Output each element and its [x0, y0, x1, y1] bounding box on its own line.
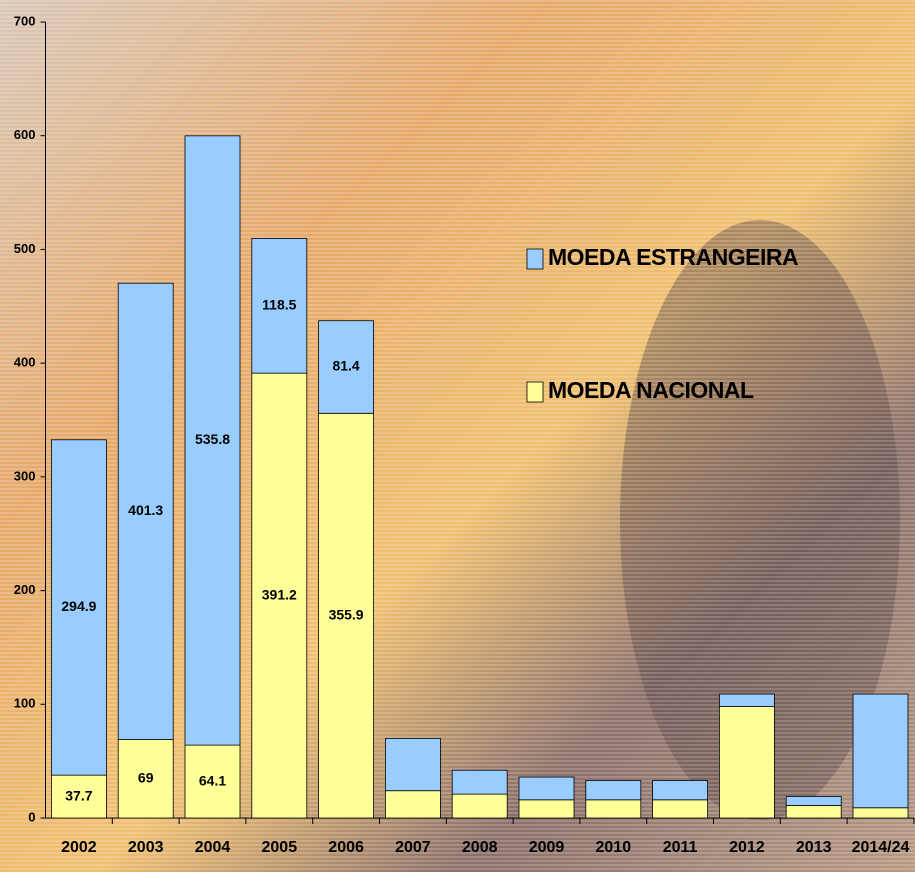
- data-label: 118.5: [262, 296, 296, 312]
- data-label: 64.1: [199, 772, 226, 788]
- bar-segment: [384, 790, 441, 819]
- bar-segment: [652, 799, 708, 819]
- y-tick-label: 700: [14, 13, 36, 28]
- x-tick-label: 2014/24: [852, 839, 910, 856]
- data-label: 401.3: [128, 502, 163, 518]
- legend-label: MOEDA ESTRANGEIRA: [548, 244, 798, 270]
- bar-segment: [719, 706, 775, 819]
- x-tick-label: 2013: [796, 839, 832, 856]
- bar-segment: [318, 320, 375, 414]
- legend-swatch: [526, 381, 544, 403]
- data-label: 69: [138, 769, 154, 785]
- x-tick-label: 2003: [128, 839, 164, 856]
- x-tick-label: 2012: [729, 839, 765, 856]
- bar-segment: [719, 693, 775, 707]
- y-tick-label: 600: [14, 127, 36, 142]
- bar-segment: [117, 739, 174, 819]
- y-tick-label: 200: [14, 582, 36, 597]
- bar-segment: [451, 793, 508, 819]
- bar-segment: [852, 807, 909, 819]
- bar-segment: [384, 738, 441, 792]
- bar-segment: [251, 372, 308, 819]
- x-tick-label: 2004: [195, 839, 231, 856]
- bar-segment: [852, 693, 909, 809]
- bar-segment: [51, 774, 107, 819]
- x-tick-label: 2009: [529, 839, 565, 856]
- bar-segment: [518, 776, 575, 801]
- bar-segment: [652, 780, 708, 801]
- x-tick-label: 2007: [395, 839, 431, 856]
- x-tick-label: 2002: [61, 839, 97, 856]
- data-label: 37.7: [65, 787, 92, 803]
- y-tick-label: 0: [28, 809, 35, 824]
- bar-segment: [785, 805, 842, 819]
- bar-segment: [585, 799, 642, 819]
- bar-segment: [184, 135, 241, 746]
- y-tick-label: 400: [14, 355, 36, 370]
- x-tick-label: 2005: [262, 839, 298, 856]
- data-label: 535.8: [195, 431, 230, 447]
- y-tick-label: 100: [14, 696, 36, 711]
- y-tick-label: 300: [14, 468, 36, 483]
- legend-swatch: [526, 248, 544, 270]
- data-label: 391.2: [262, 586, 297, 602]
- bar-segment: [318, 412, 375, 819]
- data-label: 355.9: [329, 606, 364, 622]
- x-tick-label: 2011: [663, 839, 698, 856]
- x-tick-label: 2008: [462, 839, 498, 856]
- bar-segment: [117, 282, 174, 740]
- bar-segment: [451, 769, 508, 795]
- bar-segment: [785, 795, 842, 806]
- bar-segment: [251, 237, 308, 374]
- data-label: 81.4: [332, 358, 359, 374]
- legend-label: MOEDA NACIONAL: [548, 377, 754, 403]
- bar-segment: [184, 744, 241, 819]
- data-label: 294.9: [61, 598, 96, 614]
- bar-segment: [518, 799, 575, 819]
- x-tick-label: 2010: [596, 839, 632, 856]
- bar-segment: [585, 780, 642, 801]
- bar-segment: [51, 439, 107, 776]
- y-tick-label: 500: [14, 241, 36, 256]
- x-tick-label: 2006: [328, 839, 364, 856]
